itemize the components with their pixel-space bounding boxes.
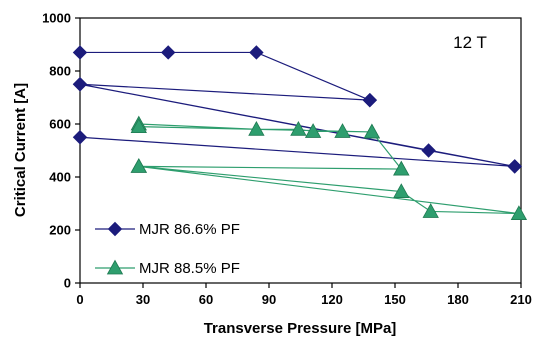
axes: 0 200 400 600 800 1000 0 30 60 90 120 150 180 210 bbox=[42, 11, 532, 308]
data-point bbox=[130, 118, 147, 134]
y-tick-label: 800 bbox=[49, 64, 71, 79]
data-point bbox=[334, 123, 351, 138]
data-point bbox=[393, 183, 410, 198]
y-axis-title: Critical Current [A] bbox=[12, 83, 29, 217]
data-point bbox=[72, 45, 88, 60]
data-point bbox=[160, 45, 176, 60]
data-point bbox=[304, 123, 322, 138]
data-point bbox=[72, 77, 88, 92]
y-tick-label: 400 bbox=[49, 170, 71, 185]
legend-label: MJR 88.5% PF bbox=[139, 260, 240, 277]
data-point bbox=[510, 205, 528, 220]
legend: MJR 86.6% PF MJR 88.5% PF bbox=[95, 221, 240, 277]
x-tick-label: 0 bbox=[76, 292, 83, 307]
data-point bbox=[72, 130, 88, 145]
series-layer bbox=[72, 45, 528, 220]
x-tick-label: 60 bbox=[199, 292, 213, 307]
series-1 bbox=[72, 45, 522, 174]
x-axis-title: Transverse Pressure [MPa] bbox=[204, 320, 397, 337]
legend-item: MJR 88.5% PF bbox=[95, 259, 240, 277]
x-tick-label: 150 bbox=[384, 292, 406, 307]
legend-marker bbox=[106, 259, 124, 275]
series-line bbox=[138, 123, 519, 215]
y-tick-label: 200 bbox=[49, 223, 71, 238]
series-line bbox=[79, 51, 515, 167]
data-point bbox=[290, 120, 307, 136]
x-tick-label: 120 bbox=[321, 292, 343, 307]
data-point bbox=[248, 120, 265, 136]
data-point bbox=[422, 203, 439, 218]
data-point bbox=[363, 123, 381, 139]
x-tick-label: 90 bbox=[262, 292, 276, 307]
data-point bbox=[507, 159, 522, 174]
y-tick-label: 1000 bbox=[42, 11, 71, 26]
legend-marker bbox=[107, 221, 123, 237]
x-tick-label: 30 bbox=[136, 292, 150, 307]
data-point bbox=[362, 92, 378, 108]
data-point bbox=[130, 158, 147, 173]
data-point bbox=[393, 160, 410, 176]
data-point bbox=[421, 143, 436, 158]
x-tick-label: 180 bbox=[447, 292, 469, 307]
legend-label: MJR 86.6% PF bbox=[139, 221, 240, 238]
plot-frame bbox=[79, 17, 522, 284]
x-tick-label: 210 bbox=[510, 292, 532, 307]
field-annotation: 12 T bbox=[453, 33, 487, 52]
series-2 bbox=[130, 115, 528, 220]
y-tick-label: 0 bbox=[64, 276, 71, 291]
data-point bbox=[249, 45, 264, 60]
y-tick-label: 600 bbox=[49, 117, 71, 132]
legend-item: MJR 86.6% PF bbox=[95, 221, 240, 238]
